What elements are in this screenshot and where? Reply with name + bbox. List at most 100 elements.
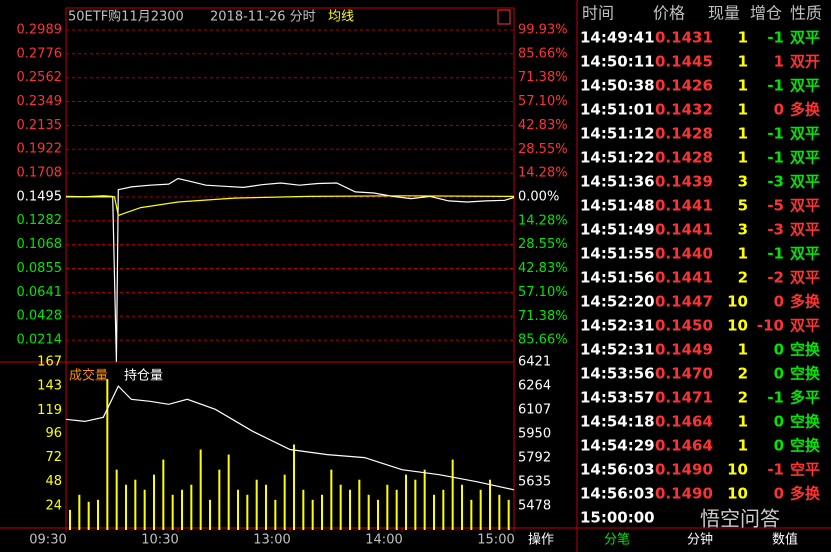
y-tick-label: 0.2776 [17, 46, 63, 61]
table-cell: 0.1441 [655, 269, 713, 287]
y-tick-label: 0.2989 [17, 23, 63, 38]
table-cell: 双平 [790, 149, 820, 167]
table-cell: 10 [727, 461, 748, 479]
y2-tick-label: 57.10% [518, 285, 568, 300]
table-cell: 0 [774, 365, 784, 383]
table-cell: 14:50:38 [580, 77, 655, 95]
bar [498, 494, 501, 530]
table-cell: 多平 [790, 389, 820, 407]
y2-tick-label: 99.93% [518, 23, 568, 38]
bar [423, 469, 426, 530]
y2-tick-label: 5635 [518, 475, 551, 490]
table-cell: 0.1428 [655, 125, 713, 143]
table-cell: 2 [738, 365, 748, 383]
bar [265, 484, 267, 530]
table-cell: 双平 [790, 173, 820, 191]
bar [199, 449, 202, 530]
table-cell: 14:54:29 [580, 437, 655, 455]
y2-tick-label: 0.00% [518, 190, 559, 205]
table-cell: 14:51:12 [580, 125, 655, 143]
y2-tick-label: 85.66% [518, 333, 568, 348]
y-tick-label: 48 [45, 474, 62, 489]
table-cell: 14:52:20 [580, 293, 655, 311]
table-cell: 1 [738, 101, 748, 119]
table-cell: 15:00:00 [580, 509, 655, 527]
table-cell: 14:52:31 [580, 317, 655, 335]
table-cell: 14:53:57 [580, 389, 655, 407]
bar [358, 479, 361, 530]
tab[interactable]: 数值 [772, 532, 798, 548]
bar [293, 444, 295, 530]
bar [367, 494, 370, 530]
tab[interactable]: 分笔 [604, 532, 630, 548]
table-cell: 14:52:31 [580, 341, 655, 359]
table-cell: 0.1447 [655, 293, 713, 311]
y2-tick-label: 42.83% [518, 118, 568, 133]
bar [153, 474, 155, 530]
table-cell: 双平 [790, 197, 820, 215]
y2-tick-label: 5478 [518, 499, 551, 514]
bar [162, 459, 165, 530]
bar [395, 489, 398, 530]
bar [255, 479, 258, 530]
table-cell: 0 [774, 437, 784, 455]
y-tick-label: 0.0641 [17, 285, 63, 300]
bar [451, 459, 454, 530]
bar [69, 509, 71, 530]
table-cell: 14:53:56 [580, 365, 655, 383]
table-cell: 0.1432 [655, 101, 713, 119]
table-cell: -1 [767, 125, 784, 143]
bar [405, 474, 407, 530]
table-cell: 0.1490 [655, 485, 713, 503]
bar [218, 469, 221, 530]
tab[interactable]: 分钟 [687, 532, 713, 548]
table-cell: 14:51:49 [580, 221, 655, 239]
bar [414, 479, 417, 530]
table-cell: 0.1490 [655, 461, 713, 479]
table-cell: 10 [727, 317, 748, 335]
x-tick-label: 09:30 [29, 533, 66, 548]
table-cell: 0 [774, 101, 784, 119]
table-cell: 14:56:03 [580, 461, 655, 479]
table-cell: 空平 [790, 461, 820, 479]
y2-tick-label: 5950 [518, 426, 551, 441]
tab[interactable]: 操作 [528, 532, 554, 548]
table-cell: 双开 [790, 53, 820, 71]
table-cell: 1 [738, 125, 748, 143]
bar [489, 479, 491, 530]
table-cell: 1 [738, 149, 748, 167]
y-tick-label: 0.1495 [17, 189, 63, 204]
y2-tick-label: 71.38% [518, 70, 568, 85]
y-tick-label: 72 [45, 450, 62, 465]
panel-icon[interactable] [497, 9, 511, 25]
y-tick-label: 0.1922 [17, 142, 63, 157]
y-tick-label: 0.0214 [17, 333, 63, 348]
table-cell: -10 [757, 317, 784, 335]
table-cell: 双平 [790, 245, 820, 263]
table-cell: 多换 [790, 485, 821, 503]
table-cell: 14:49:41 [580, 29, 655, 47]
table-cell: 5 [738, 197, 748, 215]
legend-entry: 均线 [328, 10, 354, 25]
table-cell: 0.1441 [655, 197, 713, 215]
bar [302, 489, 305, 530]
bar [377, 499, 379, 530]
table-cell: 14:51:55 [580, 245, 655, 263]
bar [507, 499, 510, 530]
table-cell: 14:51:56 [580, 269, 655, 287]
table-cell: 14:54:18 [580, 413, 655, 431]
table-cell: 3 [738, 221, 748, 239]
y-tick-label: 96 [45, 426, 62, 441]
bar [106, 379, 109, 530]
table-cell: -2 [767, 269, 784, 287]
bar [87, 501, 90, 530]
table-cell: 0.1445 [655, 53, 713, 71]
legend-entry: 成交量 [69, 368, 108, 384]
y-tick-label: 0.0855 [17, 261, 63, 276]
table-cell: -1 [767, 77, 784, 95]
table-cell: 空换 [790, 341, 821, 359]
y-tick-label: 119 [37, 403, 62, 418]
table-cell: 双平 [790, 125, 820, 143]
table-header: 价格 [653, 4, 685, 23]
